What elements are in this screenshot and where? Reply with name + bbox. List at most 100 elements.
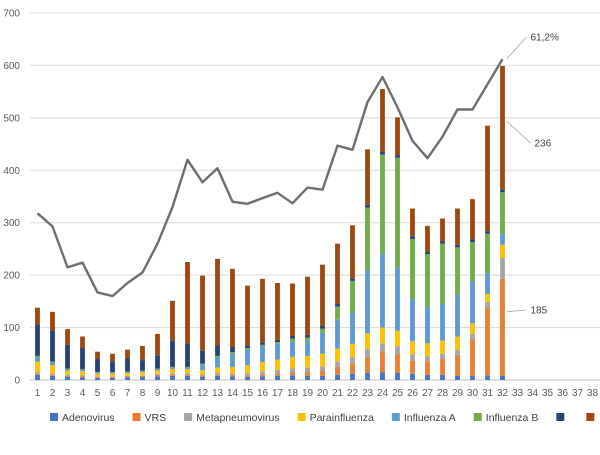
bar-segment xyxy=(290,338,295,342)
bar-segment xyxy=(485,301,490,308)
bar-segment xyxy=(80,377,85,380)
bar-segment xyxy=(470,323,475,334)
y-tick-label: 0 xyxy=(14,376,20,387)
x-tick-label: 2 xyxy=(50,388,56,399)
bar-segment xyxy=(485,231,490,234)
bar-segment xyxy=(65,370,70,375)
bar-segment xyxy=(230,373,235,375)
x-tick-label: 23 xyxy=(362,388,374,399)
x-tick-label: 14 xyxy=(227,388,239,399)
x-tick-label: 26 xyxy=(407,388,419,399)
bar-segment xyxy=(395,267,400,331)
bar-segment xyxy=(440,303,445,341)
bar-segment xyxy=(110,372,115,373)
annotation-leader xyxy=(506,309,527,313)
bar-segment xyxy=(125,376,130,378)
legend-swatch xyxy=(50,413,58,421)
bar-segment xyxy=(170,367,175,369)
annotation-leader xyxy=(506,36,527,60)
bar-segment xyxy=(380,372,385,380)
x-tick-label: 6 xyxy=(110,388,116,399)
bar-segment xyxy=(230,353,235,367)
x-tick-label: 25 xyxy=(392,388,404,399)
bar-segment xyxy=(455,247,460,295)
legend-label: Influenza B xyxy=(486,412,539,424)
bar-segment xyxy=(485,307,490,376)
bar-segment xyxy=(350,280,355,313)
annotation-leader xyxy=(506,120,531,144)
x-tick-label: 3 xyxy=(65,388,71,399)
bar-segment xyxy=(455,336,460,350)
bar-segment xyxy=(365,349,370,357)
bar-segment xyxy=(50,330,55,362)
bar-segment xyxy=(260,374,265,377)
bar-segment xyxy=(185,262,190,344)
annotation-label: 236 xyxy=(535,139,552,150)
legend-swatch xyxy=(586,413,595,421)
bar-segment xyxy=(440,374,445,380)
bar-segment xyxy=(350,373,355,380)
bar-segment xyxy=(485,125,490,232)
bar-segment xyxy=(395,117,400,156)
bar-segment xyxy=(410,299,415,342)
bar-segment xyxy=(230,374,235,377)
bar-segment xyxy=(230,352,235,354)
bar-segment xyxy=(290,283,295,336)
bar-segment xyxy=(35,372,40,374)
bar-segment xyxy=(260,376,265,380)
bar-segment xyxy=(215,355,220,357)
bar-segment xyxy=(185,367,190,369)
x-tick-label: 16 xyxy=(257,388,269,399)
x-tick-label: 19 xyxy=(302,388,314,399)
legend: Adenovirus VRS Metapneumovirus Parainfluenz… xyxy=(50,412,595,424)
bar-segment xyxy=(80,368,85,370)
bar-segment xyxy=(260,362,265,372)
bar-segment xyxy=(185,343,190,367)
bar-segment xyxy=(425,361,430,375)
bar-segment xyxy=(455,354,460,376)
bar-segment xyxy=(245,373,250,376)
bar-segment xyxy=(470,242,475,282)
bar-segment xyxy=(95,376,100,378)
bar-segment xyxy=(170,340,175,367)
y-tick-label: 300 xyxy=(3,218,20,229)
bar-segment xyxy=(200,370,205,375)
bar-segment xyxy=(365,270,370,334)
bar-segment xyxy=(485,294,490,302)
bar-segment xyxy=(35,357,40,362)
bar-segment xyxy=(140,376,145,380)
bar-segment xyxy=(35,355,40,358)
bar-segment xyxy=(50,362,55,366)
bar-segment xyxy=(50,365,55,374)
bar-segment xyxy=(140,375,145,376)
bar-segment xyxy=(305,375,310,380)
bar-segment xyxy=(95,373,100,377)
bar-segment xyxy=(365,356,370,373)
bar-segment xyxy=(245,349,250,366)
bar-segment xyxy=(245,345,250,349)
bar-segment xyxy=(110,376,115,378)
bar-segment xyxy=(455,294,460,337)
bar-segment xyxy=(410,238,415,300)
x-tick-label: 21 xyxy=(332,388,344,399)
x-tick-label: 32 xyxy=(497,388,509,399)
bar-segment xyxy=(95,377,100,380)
bar-segment xyxy=(65,368,70,371)
bar-segment xyxy=(485,375,490,380)
bar-segment xyxy=(80,369,85,372)
bar-segment xyxy=(95,359,100,373)
bar-segment xyxy=(365,149,370,205)
y-tick-label: 100 xyxy=(3,323,20,334)
bar-segment xyxy=(290,375,295,380)
x-tick-label: 27 xyxy=(422,388,434,399)
bar-segment xyxy=(95,372,100,373)
bar-segment xyxy=(260,371,265,375)
bar-segment xyxy=(50,373,55,375)
bar-segment xyxy=(110,361,115,373)
bar-segment xyxy=(170,300,175,341)
bar-segment xyxy=(170,373,175,375)
bar-segment xyxy=(215,345,220,356)
bar-segment xyxy=(140,372,145,376)
bar-segment xyxy=(350,225,355,279)
x-tick-label: 15 xyxy=(242,388,254,399)
